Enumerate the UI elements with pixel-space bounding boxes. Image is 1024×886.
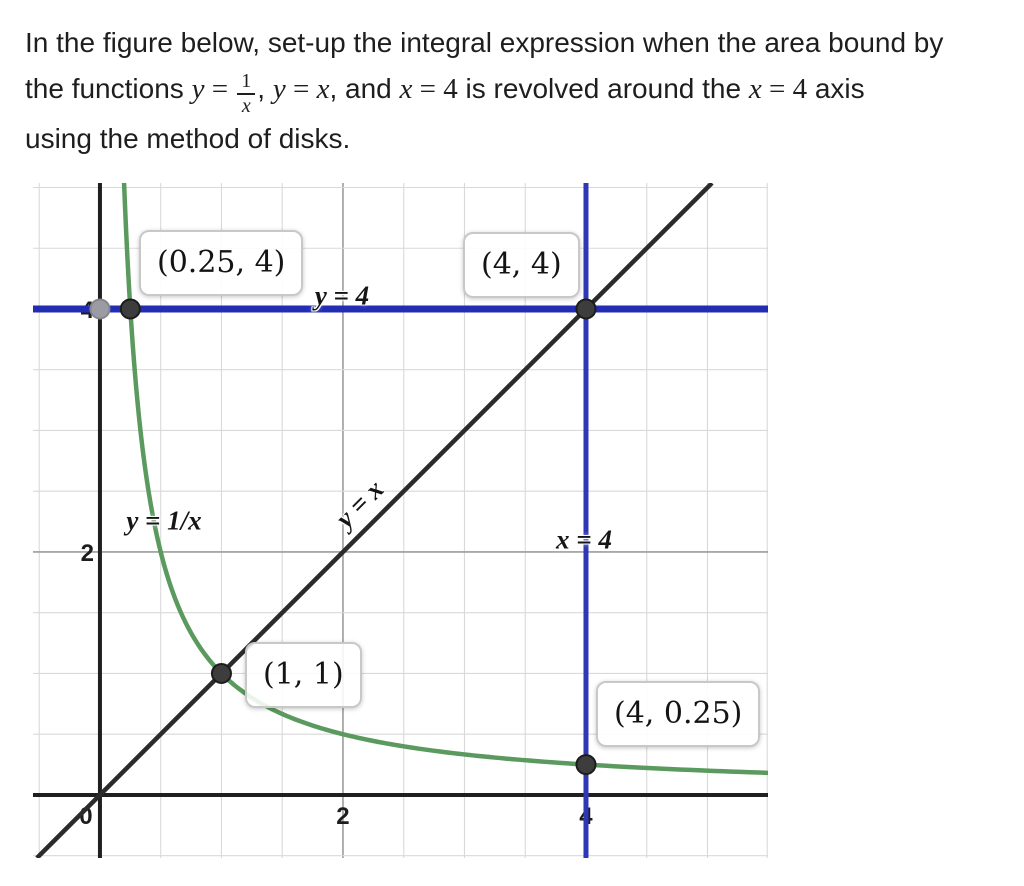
text-fragment: ,: [257, 73, 273, 104]
svg-text:2: 2: [336, 803, 349, 830]
point-label-1-1: (1, 1): [245, 642, 362, 708]
fraction-numerator: 1: [237, 71, 256, 95]
point-label-4-4: (4, 4): [463, 232, 580, 298]
text-fragment: axis: [807, 73, 865, 104]
svg-text:2: 2: [81, 540, 94, 567]
math-operator: =: [285, 73, 317, 105]
question-line-1: In the figure below, set-up the integral…: [25, 27, 944, 58]
graph-figure: 02424 (0.25, 4) (4, 4) (1, 1) (4, 0.25) …: [33, 183, 768, 858]
math-var: x: [748, 73, 762, 105]
text-fragment: , and: [329, 73, 400, 104]
question-text: In the figure below, set-up the integral…: [25, 20, 1015, 162]
question-line-3: using the method of disks.: [25, 123, 351, 154]
math-var: y: [191, 73, 205, 105]
curve-label-y-equals-1-over-x: y = 1/x: [126, 505, 202, 536]
math-operator: =: [204, 73, 236, 105]
math-var: x: [399, 73, 413, 105]
fraction-denominator: x: [241, 95, 251, 117]
point-label-025-4: (0.25, 4): [139, 230, 304, 296]
math-var: y: [272, 73, 286, 105]
math-number: 4: [792, 73, 808, 105]
point-label-4-025: (4, 0.25): [596, 681, 761, 747]
text-fragment: is revolved around the: [457, 73, 749, 104]
curve-label-x-equals-4: x = 4: [556, 524, 612, 555]
text-fragment: the functions: [25, 73, 192, 104]
curve-label-y-equals-4: y = 4: [314, 280, 370, 311]
math-var: x: [316, 73, 330, 105]
math-number: 4: [443, 73, 458, 105]
math-operator: =: [412, 73, 444, 105]
math-operator: =: [761, 73, 793, 105]
